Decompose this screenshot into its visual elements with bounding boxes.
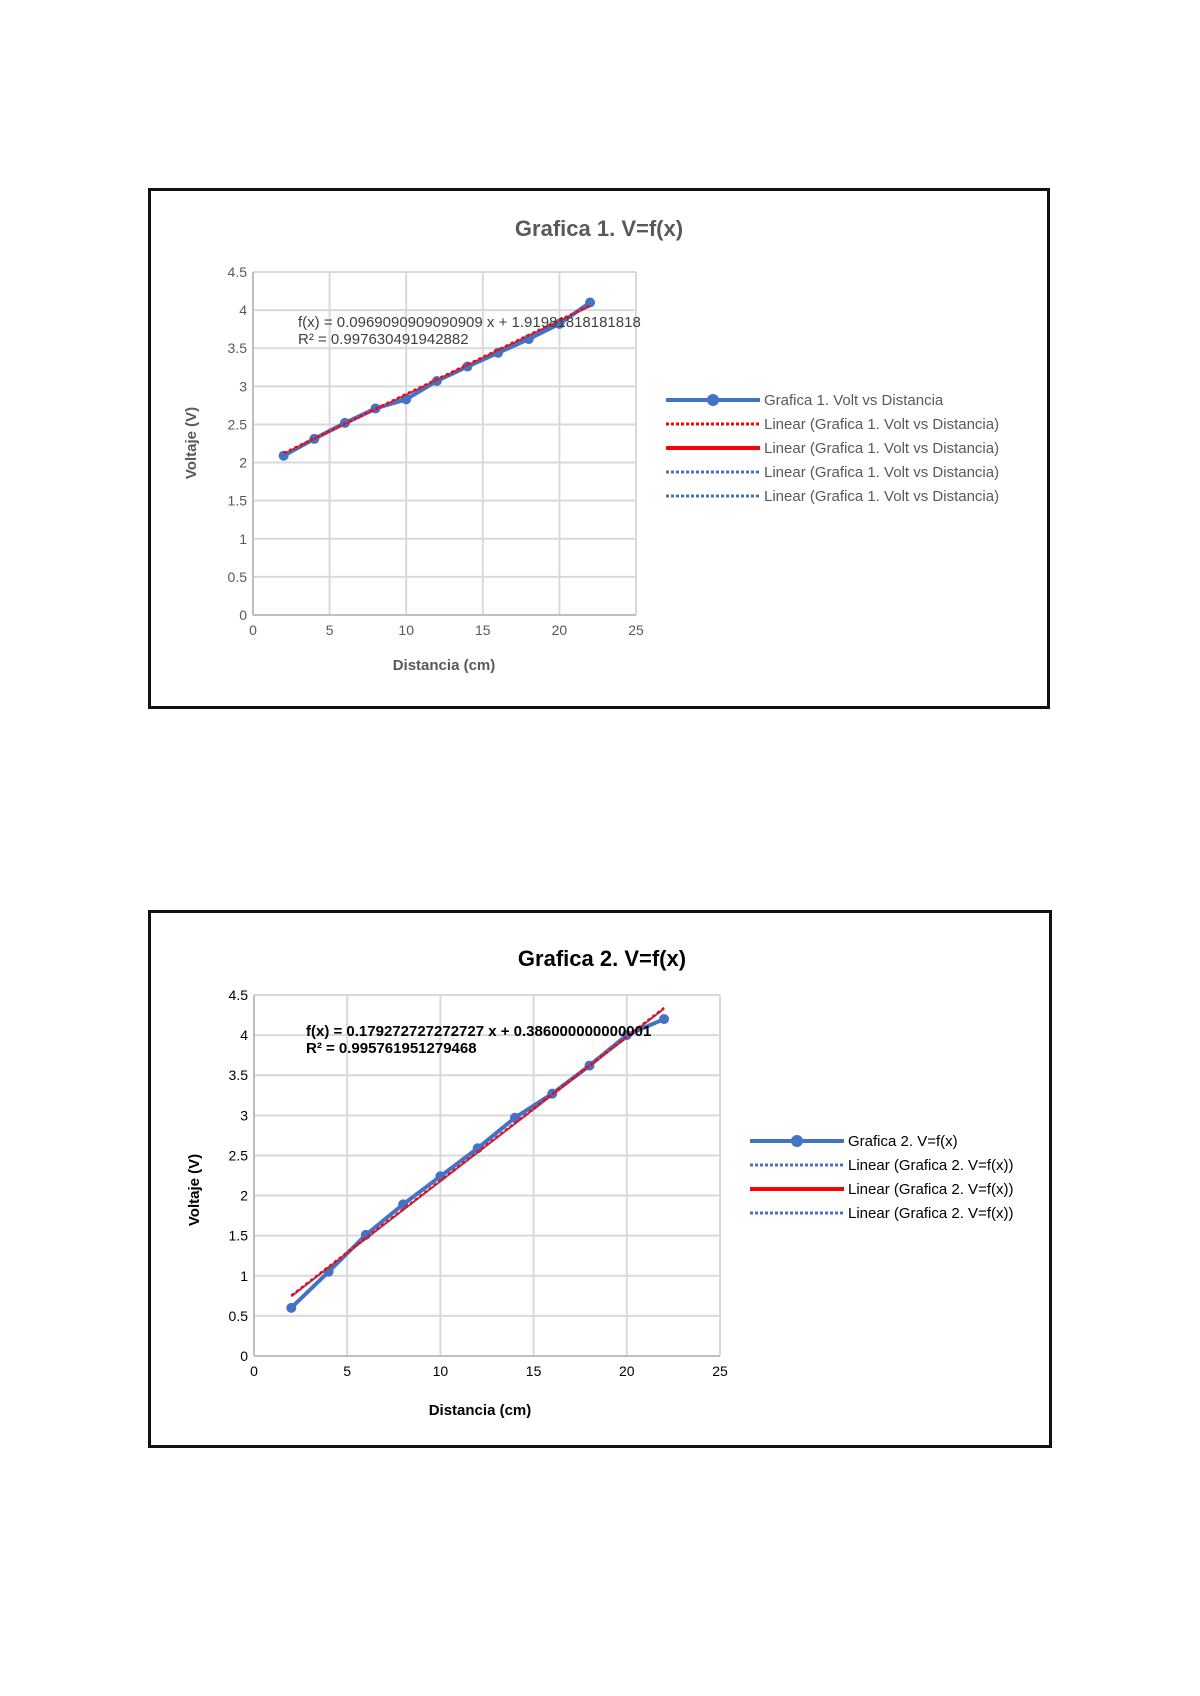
chart-2-r-squared: R² = 0.995761951279468 — [306, 1040, 477, 1057]
chart-1-y-axis: 0 0.5 1 1.5 2 2.5 3 3.5 4 4.5 — [228, 264, 248, 623]
data-point-marker — [585, 297, 596, 308]
legend-label: Linear (Grafica 2. V=f(x)) — [848, 1205, 1013, 1222]
y-tick-label: 2 — [239, 455, 247, 471]
chart-1: Grafica 1. V=f(x) 0 0.5 1 1.5 2 2.5 3 3.5 4 4.5 0… — [183, 216, 999, 674]
legend-label: Linear (Grafica 1. Volt vs Distancia) — [764, 464, 999, 481]
x-tick-label: 15 — [475, 622, 491, 638]
chart-1-title: Grafica 1. V=f(x) — [515, 216, 683, 241]
chart-1-x-axis: 0 5 10 15 20 25 — [249, 622, 644, 638]
chart-2-y-axis-title: Voltaje (V) — [186, 1154, 203, 1226]
y-tick-label: 1 — [239, 531, 247, 547]
y-tick-label: 1.5 — [229, 1228, 249, 1244]
legend-label: Linear (Grafica 2. V=f(x)) — [848, 1181, 1013, 1198]
x-tick-label: 5 — [343, 1363, 351, 1379]
y-tick-label: 3 — [239, 378, 247, 394]
chart-2-container — [148, 910, 1052, 1448]
chart-1-x-axis-title: Distancia (cm) — [393, 657, 496, 674]
y-tick-label: 1.5 — [228, 493, 248, 509]
chart-2-trendline-equation: f(x) = 0.179272727272727 x + 0.386000000… — [306, 1023, 651, 1040]
y-tick-label: 3.5 — [228, 340, 248, 356]
x-tick-label: 0 — [250, 1363, 258, 1379]
chart-1-trendline-equation: f(x) = 0.0969090909090909 x + 1.91981818… — [298, 314, 641, 331]
legend-label: Linear (Grafica 1. Volt vs Distancia) — [764, 440, 999, 457]
y-tick-label: 0 — [239, 607, 247, 623]
y-tick-label: 0.5 — [229, 1308, 249, 1324]
x-tick-label: 10 — [398, 622, 414, 638]
x-tick-label: 20 — [619, 1363, 635, 1379]
y-tick-label: 4 — [239, 302, 247, 318]
chart-2-legend: Grafica 2. V=f(x) Linear (Grafica 2. V=f(… — [750, 1133, 1013, 1222]
y-tick-label: 0.5 — [228, 569, 248, 585]
chart-2-x-axis-title: Distancia (cm) — [429, 1402, 532, 1419]
chart-2-plot-area — [286, 1006, 670, 1313]
chart-2-x-axis: 0 5 10 15 20 25 — [250, 1363, 728, 1379]
chart-2: Grafica 2. V=f(x) 0 0.5 1 1.5 2 2.5 3 3.5 4 4.5 0… — [186, 946, 1013, 1419]
legend-label: Linear (Grafica 1. Volt vs Distancia) — [764, 488, 999, 505]
x-tick-label: 0 — [249, 622, 257, 638]
y-tick-label: 0 — [240, 1348, 248, 1364]
trendline-dotted-red — [283, 304, 591, 454]
legend-label: Grafica 1. Volt vs Distancia — [764, 392, 944, 409]
chart-1-gridlines — [252, 271, 637, 616]
chart-2-y-axis: 0 0.5 1 1.5 2 2.5 3 3.5 4 4.5 — [229, 987, 249, 1364]
legend-label: Linear (Grafica 2. V=f(x)) — [848, 1157, 1013, 1174]
y-tick-label: 4.5 — [228, 264, 248, 280]
x-tick-label: 5 — [326, 622, 334, 638]
data-point-marker — [509, 1112, 520, 1123]
chart-2-title: Grafica 2. V=f(x) — [518, 946, 686, 971]
chart-1-legend: Grafica 1. Volt vs Distancia Linear (Graf… — [666, 392, 999, 505]
y-tick-label: 4 — [240, 1027, 248, 1043]
y-tick-label: 2.5 — [229, 1147, 249, 1163]
data-point-marker — [286, 1302, 297, 1313]
x-tick-label: 25 — [628, 622, 644, 638]
legend-label: Grafica 2. V=f(x) — [848, 1133, 958, 1150]
x-tick-label: 10 — [433, 1363, 449, 1379]
y-tick-label: 1 — [240, 1268, 248, 1284]
legend-label: Linear (Grafica 1. Volt vs Distancia) — [764, 416, 999, 433]
y-tick-label: 3 — [240, 1107, 248, 1123]
x-tick-label: 25 — [712, 1363, 728, 1379]
x-tick-label: 20 — [552, 622, 568, 638]
y-tick-label: 2.5 — [228, 416, 248, 432]
chart-1-plot-area — [278, 297, 596, 461]
x-tick-label: 15 — [526, 1363, 542, 1379]
trendline-dotted-red — [290, 1006, 665, 1297]
data-point-marker — [659, 1014, 670, 1025]
chart-1-y-axis-title: Voltaje (V) — [183, 407, 200, 479]
y-tick-label: 2 — [240, 1188, 248, 1204]
y-tick-label: 4.5 — [229, 987, 249, 1003]
chart-1-r-squared: R² = 0.997630491942882 — [298, 331, 469, 348]
y-tick-label: 3.5 — [229, 1067, 249, 1083]
